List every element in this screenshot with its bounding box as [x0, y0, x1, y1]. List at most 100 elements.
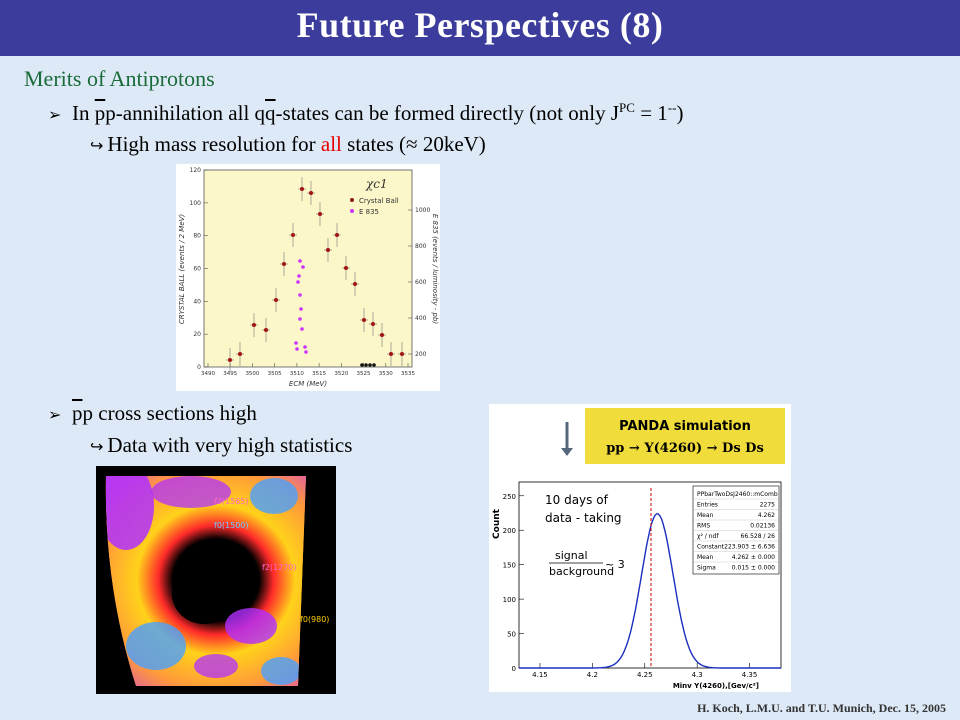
annotation-data-taking: data - taking — [545, 511, 622, 525]
plot1-left-tick-label: 120 — [190, 167, 202, 174]
plot2-x-tick-label: 4.35 — [742, 671, 758, 679]
plot1-e835-point — [296, 280, 300, 284]
sub1-emph: all — [320, 132, 342, 156]
plot1-cb-point — [274, 298, 278, 302]
plot1-ylabel-left: CRYSTAL BALL (events / 2 MeV) — [178, 214, 186, 325]
plot1-right-tick-label: 800 — [415, 243, 427, 250]
plot1-x-tick-label: 3535 — [401, 371, 415, 377]
plot1-cb-point — [362, 318, 366, 322]
stats-box — [692, 485, 780, 575]
plot1-x-tick-label: 3520 — [334, 371, 348, 377]
plot1-crystal-ball-points — [226, 177, 406, 372]
plot2-ylabel: Count — [492, 508, 502, 539]
plot2-y-tick-label: 100 — [503, 596, 516, 604]
plot1-right-ticks: 200 400 600 800 1000 — [408, 207, 430, 358]
plot2-xlabel: Minv Y(4260),[Gev/c²] — [673, 682, 759, 690]
dalitz-label-f2-1565: f2(1565) — [214, 497, 249, 506]
plot1-right-tick-label: 1000 — [415, 207, 430, 214]
plot1-e835-point — [301, 265, 305, 269]
plot2-x-tick-label: 4.15 — [532, 671, 548, 679]
plot1-e835-point — [298, 259, 302, 263]
plot1-left-tick-label: 80 — [193, 233, 201, 240]
dalitz-band-6 — [261, 657, 301, 685]
plot1-legend-e835: E 835 — [359, 208, 379, 216]
bullet2-rest: p cross sections high — [82, 401, 257, 425]
plot1-e835-point — [303, 345, 307, 349]
stats-key: χ² / ndf — [697, 533, 719, 540]
bullet1-post: = 1 — [634, 101, 668, 125]
bullet-annihilation: ➢ In pp-annihilation all qq-states can be… — [48, 100, 683, 126]
annotation-signal: signal — [555, 549, 588, 562]
plot2-histogram — [519, 513, 781, 669]
annotation-background: background — [549, 565, 614, 578]
plot1-left-tick-label: 0 — [197, 364, 201, 371]
plot2-y-tick-label: 250 — [503, 493, 516, 501]
dalitz-label-f2-1270: f2(1270) — [262, 563, 297, 572]
dalitz-band-7 — [194, 654, 238, 678]
plot1-left-tick-label: 60 — [193, 266, 201, 273]
plot1-black-point — [364, 363, 368, 367]
plot1-cb-point — [335, 233, 339, 237]
dalitz-label-f0-1500: f0(1500) — [214, 521, 249, 530]
panda-banner — [585, 408, 785, 464]
banner-reaction: pp → Y(4260) → Ds Ds — [606, 441, 764, 456]
plot1-cb-point — [389, 352, 393, 356]
plot2-gauss-fit — [519, 513, 781, 669]
plot2-y-tick-label: 0 — [512, 665, 516, 673]
stats-key: Mean — [697, 512, 714, 519]
plot1-x-ticks: 3490 3495 3500 3505 3510 3515 3520 3525 3530 3535 — [201, 363, 415, 377]
bullet1-mid2: -states can be formed directly (not only… — [275, 101, 620, 125]
annotation-ratio: ~ 3 — [605, 558, 625, 571]
bullet1-end: ) — [676, 101, 684, 125]
plot2-y-tick-label: 50 — [507, 631, 516, 639]
plot1-x-tick-label: 3495 — [223, 371, 237, 377]
plot1-cb-point — [371, 322, 375, 326]
stats-key: Entries — [697, 502, 718, 509]
stats-key: Sigma — [697, 565, 716, 572]
stats-value: 4.262 — [758, 512, 775, 519]
hook-arrow-icon: ↪ — [90, 136, 104, 155]
plot1-cb-point — [344, 266, 348, 270]
plot1-e835-point — [295, 347, 299, 351]
plot2-y-ticks: 0 50 100 150 200 250 — [503, 493, 524, 673]
plot1-e835-point — [294, 341, 298, 345]
plot1-x-tick-label: 3530 — [379, 371, 393, 377]
sub-bullet-statistics: ↪ Data with very high statistics — [90, 433, 352, 458]
bullet1-mid1: p-annihilation all q — [105, 101, 266, 125]
plot1-e835-point — [298, 317, 302, 321]
dalitz-band-3 — [250, 478, 298, 514]
plot1-xlabel: ECM (MeV) — [289, 380, 327, 388]
plot1-e835-points — [294, 259, 376, 367]
plot1-e835-point — [297, 274, 301, 278]
plot1-e835-point — [304, 350, 308, 354]
plot2-x-tick-label: 4.2 — [587, 671, 598, 679]
plot1-cb-point — [353, 282, 357, 286]
plot1-x-tick-label: 3515 — [312, 371, 326, 377]
plot1-cb-point — [380, 333, 384, 337]
plot1-e835-point — [299, 307, 303, 311]
plot1-x-tick-label: 3510 — [290, 371, 304, 377]
plot1-cb-point — [282, 262, 286, 266]
plot1-cb-point — [264, 328, 268, 332]
plot1-legend-e835-marker — [350, 209, 354, 213]
stats-key: Constant — [697, 544, 725, 551]
dalitz-band-4 — [126, 622, 186, 670]
slide-title: Future Perspectives (8) — [296, 5, 664, 45]
down-arrow-icon — [561, 448, 573, 456]
stats-value: 66.528 / 26 — [741, 533, 776, 540]
plot1-x-tick-label: 3525 — [357, 371, 371, 377]
plot1-cb-point — [238, 352, 242, 356]
bullet1-sup: PC — [619, 100, 635, 115]
stats-value: 0.02136 — [750, 523, 775, 530]
stats-value: 0.015 ± 0.000 — [732, 565, 775, 572]
bullet2-pbar: p — [72, 401, 83, 425]
plot1-black-point — [368, 363, 372, 367]
plot1-black-point — [372, 363, 376, 367]
plot1-x-tick-label: 3505 — [268, 371, 282, 377]
plot1-right-tick-label: 200 — [415, 351, 427, 358]
panda-simulation-plot: PANDA simulation pp → Y(4260) → Ds Ds 0 5… — [489, 404, 791, 692]
plot1-left-ticks: 0 20 40 60 80 100 120 — [190, 167, 208, 371]
plot1-e835-point — [300, 327, 304, 331]
plot1-cb-point — [318, 212, 322, 216]
plot2-frame — [518, 481, 782, 669]
